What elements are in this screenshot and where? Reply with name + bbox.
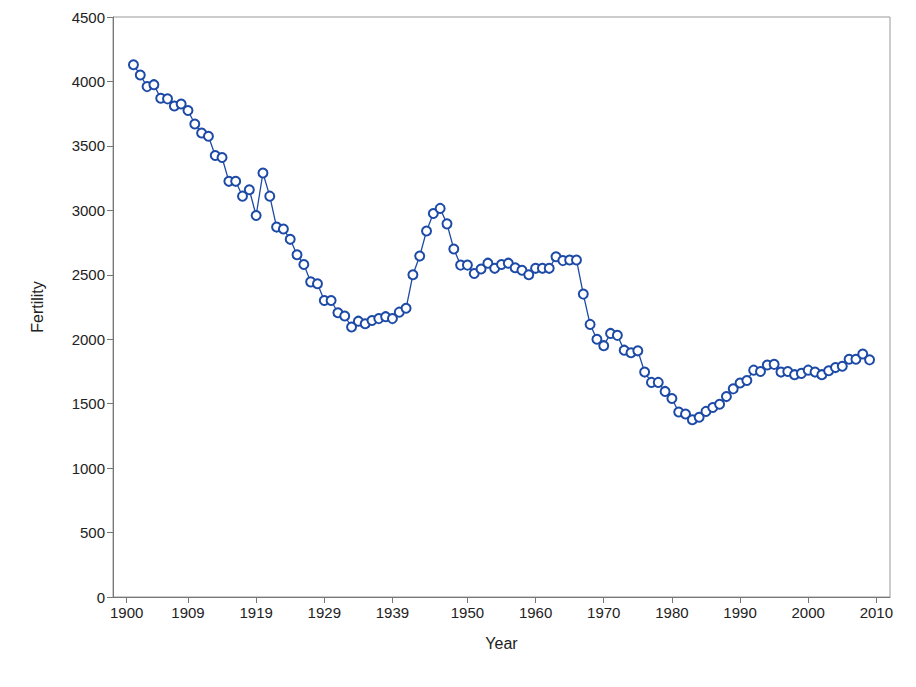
svg-text:1970: 1970 — [587, 604, 620, 621]
svg-text:0: 0 — [97, 589, 105, 606]
svg-text:1909: 1909 — [171, 604, 204, 621]
svg-text:1000: 1000 — [72, 460, 105, 477]
svg-text:1500: 1500 — [72, 395, 105, 412]
svg-text:1980: 1980 — [655, 604, 688, 621]
svg-text:1990: 1990 — [723, 604, 756, 621]
svg-text:2000: 2000 — [72, 331, 105, 348]
svg-text:3000: 3000 — [72, 202, 105, 219]
svg-text:Fertility: Fertility — [29, 281, 46, 333]
svg-text:1939: 1939 — [376, 604, 409, 621]
svg-text:1950: 1950 — [451, 604, 484, 621]
svg-text:4500: 4500 — [72, 9, 105, 26]
svg-text:2500: 2500 — [72, 266, 105, 283]
svg-text:500: 500 — [80, 524, 105, 541]
svg-text:1900: 1900 — [110, 604, 143, 621]
svg-text:2010: 2010 — [860, 604, 893, 621]
svg-text:1960: 1960 — [519, 604, 552, 621]
svg-text:Year: Year — [485, 635, 518, 652]
svg-text:2000: 2000 — [792, 604, 825, 621]
svg-text:1919: 1919 — [239, 604, 272, 621]
svg-text:1929: 1929 — [308, 604, 341, 621]
svg-text:3500: 3500 — [72, 137, 105, 154]
svg-text:4000: 4000 — [72, 73, 105, 90]
